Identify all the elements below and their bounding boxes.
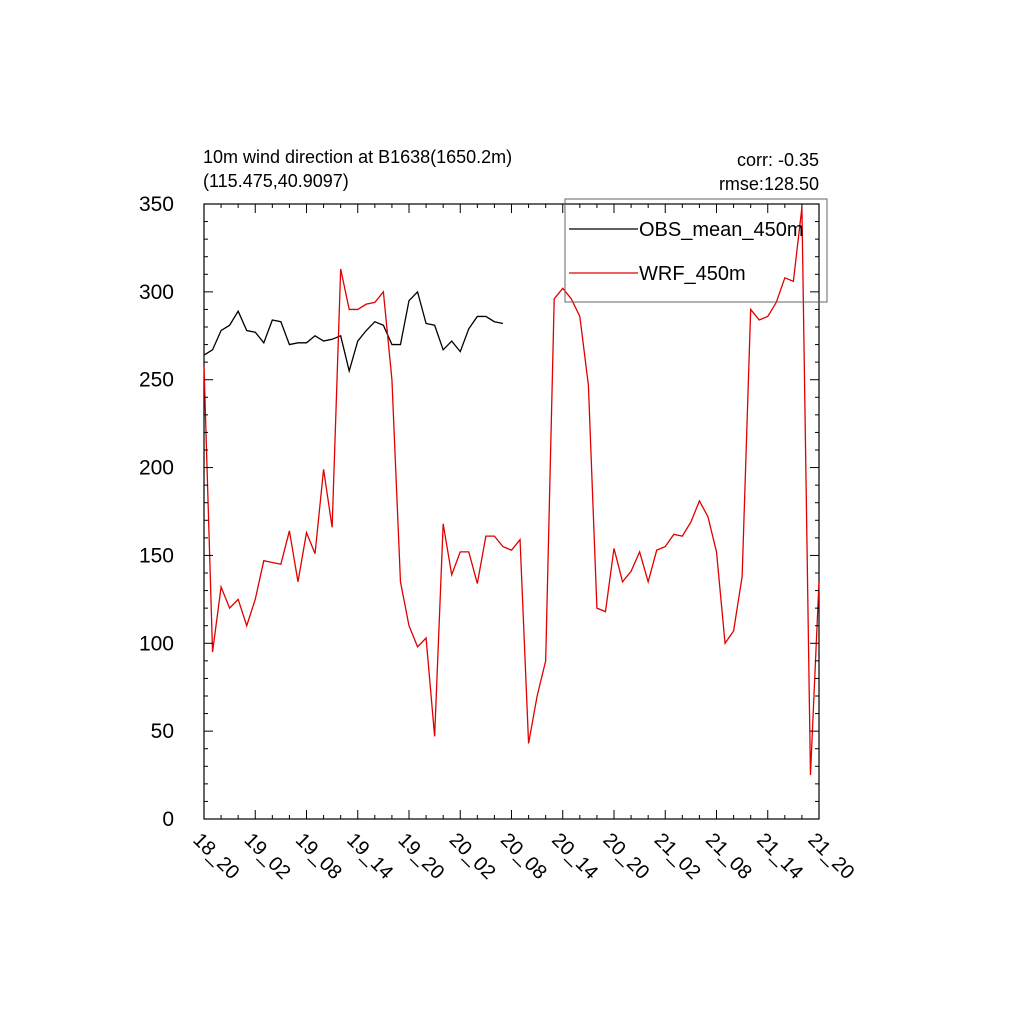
x-tick-label: 21_20 (803, 829, 858, 884)
corr-label: corr: -0.35 (737, 150, 819, 170)
x-tick-label: 19_14 (342, 829, 397, 884)
axes-layer: 0 50 100 150 200 250 300 350 18_2019_0219_0819_1… (139, 193, 858, 884)
y-tick-label: 100 (139, 632, 174, 655)
y-tick-label: 300 (139, 281, 174, 304)
x-tick-label: 20_20 (598, 829, 653, 884)
legend-label-1: WRF_450m (639, 263, 746, 285)
x-tick-label: 20_08 (496, 829, 551, 884)
y-tick-label: 50 (151, 720, 174, 743)
series-layer (203, 207, 820, 776)
x-tick-label: 19_20 (393, 829, 448, 884)
x-tick-label: 21_08 (701, 829, 756, 884)
x-tick-label: 21_02 (650, 829, 705, 884)
x-tick-label: 21_14 (752, 829, 807, 884)
chart-title-line2: (115.475,40.9097) (203, 171, 349, 191)
x-tick-label: 20_14 (547, 829, 602, 884)
legend-label-0: OBS_mean_450m (639, 219, 804, 241)
y-tick-label: 0 (162, 808, 174, 831)
y-tick-label: 350 (139, 193, 174, 216)
series-line-0 (203, 290, 504, 374)
plot-border (203, 203, 820, 820)
x-tick-label: 18_20 (188, 829, 243, 884)
y-tick-label: 150 (139, 544, 174, 567)
legend-box (564, 198, 828, 303)
chart-title-group: 10m wind direction at B1638(1650.2m) (11… (203, 147, 512, 191)
y-tick-label: 250 (139, 369, 174, 392)
x-tick-label: 19_02 (240, 829, 295, 884)
series-line-1 (203, 207, 820, 776)
x-tick-label: 20_02 (445, 829, 500, 884)
x-tick-label: 19_08 (291, 829, 346, 884)
y-tick-label: 200 (139, 457, 174, 480)
rmse-label: rmse:128.50 (719, 174, 819, 194)
plot-frame (203, 203, 820, 820)
chart-title-line1: 10m wind direction at B1638(1650.2m) (203, 147, 512, 167)
legend: OBS_mean_450m WRF_450m (564, 198, 828, 303)
stats-group: corr: -0.35 rmse:128.50 (719, 150, 819, 194)
